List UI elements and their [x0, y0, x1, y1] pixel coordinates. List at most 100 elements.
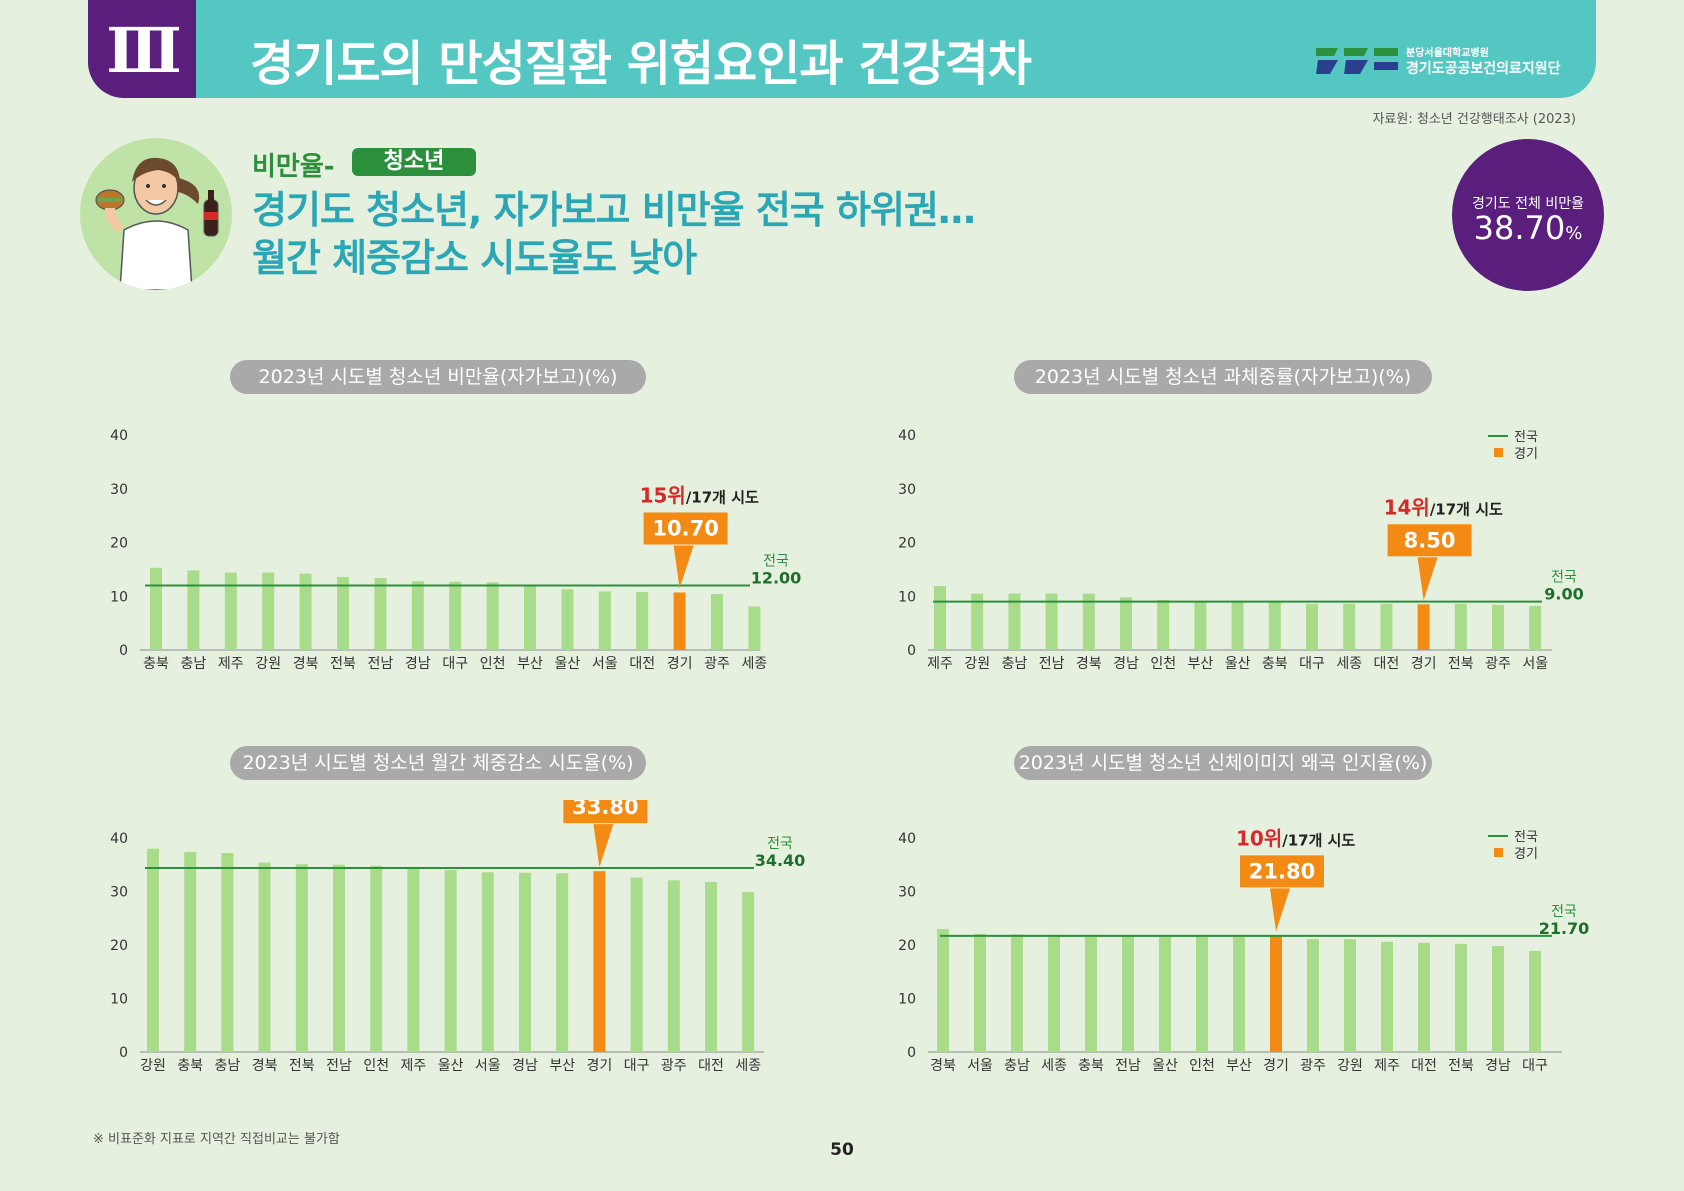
chart-title-body-image: 2023년 시도별 청소년 신체이미지 왜곡 인지율(%): [1014, 746, 1432, 780]
x-tick-label: 충북: [177, 1058, 203, 1074]
bar: [333, 864, 345, 1052]
x-tick-label: 울산: [438, 1058, 464, 1074]
x-tick-label: 세종: [742, 656, 768, 672]
bar: [711, 594, 723, 650]
stat-label: 경기도 전체 비만율: [1472, 196, 1584, 212]
bar: [524, 586, 536, 650]
chart-title-weight-loss: 2023년 시도별 청소년 월간 체중감소 시도율(%): [230, 746, 646, 780]
stat-unit: %: [1565, 223, 1583, 244]
bar: [598, 591, 611, 650]
bar: [262, 572, 275, 650]
bar: [150, 567, 162, 650]
headline-line-1: 경기도 청소년, 자가보고 비만율 전국 하위권…: [252, 188, 976, 232]
bar: [184, 851, 197, 1052]
highlight-value-box: [563, 800, 648, 824]
teen-illustration: [80, 138, 232, 290]
national-value: 9.00: [1544, 585, 1583, 604]
x-tick-label: 부산: [1226, 1058, 1252, 1074]
highlight-value-box: [1387, 524, 1472, 557]
x-tick-label: 강원: [1337, 1058, 1363, 1074]
highlight-value-box: [643, 512, 728, 545]
bar: [481, 872, 494, 1052]
x-tick-label: 전북: [330, 656, 356, 672]
x-tick-label: 대구: [624, 1058, 650, 1074]
highlight-value: 10.70: [652, 516, 718, 540]
x-tick-label: 경기: [1263, 1058, 1289, 1074]
x-tick-label: 인천: [480, 656, 506, 672]
highlight-bar: [1417, 604, 1430, 650]
legend-box-swatch: [1494, 448, 1503, 457]
x-tick-label: 부산: [517, 656, 543, 672]
x-tick-label: 대구: [442, 656, 468, 672]
teen-figure-icon: [95, 157, 219, 290]
bar: [1529, 950, 1541, 1052]
bar: [449, 581, 462, 650]
x-tick-label: 충남: [1004, 1058, 1030, 1074]
x-tick-label: 인천: [1150, 656, 1176, 672]
x-tick-label: 제주: [1374, 1058, 1400, 1074]
y-tick-label: 20: [110, 536, 128, 552]
bar: [370, 865, 383, 1052]
headline: 경기도 청소년, 자가보고 비만율 전국 하위권… 월간 체중감소 시도율도 낮…: [252, 186, 976, 282]
y-tick-label: 0: [119, 643, 128, 659]
bar: [1196, 935, 1208, 1052]
x-tick-label: 전북: [1448, 656, 1474, 672]
rank-label: 10위/17개 시도: [1236, 826, 1355, 850]
bar: [1082, 593, 1095, 650]
x-tick-label: 광주: [1300, 1058, 1326, 1074]
bar: [1492, 604, 1504, 650]
bar: [1008, 593, 1021, 650]
bar: [705, 881, 717, 1052]
legend-label: 전국: [1514, 430, 1538, 445]
bar: [1344, 939, 1356, 1052]
bar: [1157, 600, 1170, 650]
bar: [411, 581, 424, 650]
bar: [1455, 943, 1467, 1052]
x-tick-label: 경북: [252, 1058, 278, 1074]
bar: [636, 591, 649, 650]
y-tick-label: 40: [110, 428, 128, 444]
footnote: ※ 비표준화 지표로 지역간 직접비교는 불가함: [93, 1132, 340, 1147]
bar: [1231, 601, 1244, 650]
x-tick-label: 세종: [1041, 1058, 1067, 1074]
x-tick-label: 전북: [1448, 1058, 1474, 1074]
bar: [1011, 934, 1023, 1052]
rank-total: /17개 시도: [1282, 831, 1355, 849]
x-tick-label: 경남: [1113, 656, 1139, 672]
bar: [258, 862, 271, 1052]
highlight-bar: [593, 871, 606, 1052]
x-tick-label: 울산: [555, 656, 581, 672]
bar: [971, 593, 984, 650]
y-tick-label: 30: [898, 482, 916, 498]
bar: [221, 852, 234, 1052]
bar: [1120, 597, 1132, 650]
y-tick-label: 30: [898, 885, 916, 901]
x-tick-label: 부산: [549, 1058, 575, 1074]
brand-logo-icon: [1316, 48, 1398, 74]
stat-value: 38.70%: [1452, 209, 1604, 247]
y-tick-label: 0: [907, 643, 916, 659]
x-tick-label: 전남: [1039, 656, 1065, 672]
legend-label: 경기: [1514, 847, 1538, 862]
x-tick-label: 부산: [1188, 656, 1214, 672]
x-tick-label: 인천: [363, 1058, 389, 1074]
y-tick-label: 10: [898, 589, 916, 605]
bar: [295, 864, 308, 1052]
rank-label: 15위/17개 시도: [640, 483, 759, 507]
y-tick-label: 10: [110, 589, 128, 605]
bar: [1085, 934, 1097, 1052]
y-tick-label: 20: [898, 536, 916, 552]
y-tick-label: 30: [110, 885, 128, 901]
legend-box-swatch: [1494, 848, 1503, 857]
highlight-value: 21.80: [1249, 859, 1315, 883]
bar: [1492, 946, 1504, 1052]
national-label: 전국: [1551, 570, 1577, 586]
x-tick-label: 강원: [255, 656, 281, 672]
national-value: 34.40: [755, 851, 806, 870]
x-tick-label: 대전: [1411, 1058, 1437, 1074]
bar: [974, 933, 986, 1052]
x-tick-label: 충북: [143, 656, 169, 672]
callout-pointer: [1417, 557, 1438, 601]
bar: [187, 570, 200, 650]
